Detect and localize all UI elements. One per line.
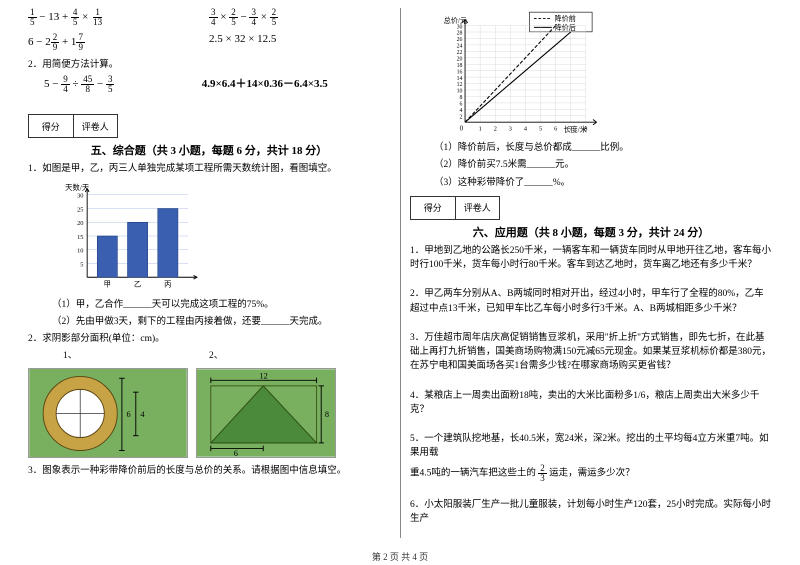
legend-before: 降价前: [555, 14, 576, 23]
svg-text:20: 20: [77, 220, 83, 227]
svg-text:5: 5: [80, 261, 83, 268]
svg-text:10: 10: [77, 247, 83, 254]
right-column: 降价前 降价后 总价/元 24681012141618202224262830 …: [400, 8, 782, 545]
svg-text:4: 4: [524, 125, 528, 132]
score-cell-score-r: 得分: [411, 197, 456, 219]
q6-5b-pre: 重4.5吨的一辆汽车把这些土的: [410, 468, 538, 478]
expr-row-3: 5 − 94 ÷ 458 − 35 4.9×6.4＋14×0.36－6.4×3.…: [28, 75, 390, 94]
svg-text:8: 8: [459, 95, 462, 101]
svg-text:15: 15: [77, 233, 83, 240]
shape-label-1: 1、: [28, 349, 209, 363]
svg-text:18: 18: [457, 63, 463, 69]
q5-1-sub2: （2）先由甲做3天，剩下的工程由丙接着做，还要______天完成。: [52, 315, 390, 329]
page-footer: 第 2 页 共 4 页: [0, 550, 800, 563]
q6-6: 6．小太阳服装厂生产一批儿童服装，计划每小时生产120套，25小时完成。实际每小…: [410, 498, 772, 527]
expr-3a: 5 − 94 ÷ 458 − 35: [44, 78, 114, 90]
expr-2b: 2.5 × 32 × 12.5: [209, 33, 276, 45]
q6-4: 4．某粮店上一周卖出面粉18吨，卖出的大米比面粉多1/6，粮店上周卖出大米多少千…: [410, 389, 772, 418]
left-column: 15 − 13 + 45 × 113 34 × 25 − 34 × 25 6 −…: [18, 8, 400, 545]
q5-1-sub1: （1）甲，乙合作______天可以完成这项工程的75%。: [52, 298, 390, 312]
svg-text:丙: 丙: [164, 279, 171, 288]
svg-text:24: 24: [457, 44, 463, 50]
expr-row-1: 15 − 13 + 45 × 113 34 × 25 − 34 × 25: [28, 8, 390, 27]
q6-5b-post: 运走，需运多少次？: [547, 468, 635, 478]
svg-text:6: 6: [234, 448, 238, 457]
line-chart: 降价前 降价后 总价/元 24681012141618202224262830 …: [440, 8, 610, 138]
svg-text:14: 14: [457, 76, 463, 82]
legend-after: 降价后: [555, 23, 576, 32]
q5-3-sub3: （3）这种彩带降价了______%。: [434, 176, 772, 190]
svg-text:甲: 甲: [104, 279, 111, 288]
svg-text:25: 25: [77, 206, 83, 213]
svg-text:6: 6: [554, 125, 557, 132]
simple-calc-label: 2．用简便方法计算。: [28, 58, 390, 72]
shape-label-2: 2、: [209, 349, 223, 363]
svg-text:20: 20: [457, 56, 463, 62]
expr-row-2: 6 − 229 + 179 2.5 × 32 × 12.5: [28, 33, 390, 52]
svg-text:乙: 乙: [134, 279, 141, 288]
svg-text:16: 16: [457, 69, 463, 75]
svg-text:3: 3: [509, 125, 512, 132]
svg-text:8: 8: [325, 410, 329, 419]
q5-2-stem: 2．求阴影部分面积(单位：cm)。: [28, 332, 390, 346]
svg-text:30: 30: [457, 24, 463, 30]
q5-1-stem: 1．如图是甲，乙，丙三人单独完成某项工程所需天数统计图，看图填空。: [28, 162, 390, 176]
shape-images-row: 6 4 12 8 6: [28, 368, 390, 458]
ring-shape: 6 4: [28, 368, 188, 458]
score-cell-grader: 评卷人: [74, 115, 118, 137]
score-cell-score: 得分: [29, 115, 74, 137]
line-y-label: 总价/元: [444, 16, 467, 25]
q6-5b: 重4.5吨的一辆汽车把这些土的 23 运走，需运多少次？: [410, 464, 772, 483]
q6-3: 3．万佳超市周年店庆高促销销售豆浆机，采用"折上折"方式销售，即先七折，在此基础…: [410, 331, 772, 374]
q6-5a: 5．一个建筑队挖地基，长40.5米，宽24米，深2米。挖出的土平均每4立方米重7…: [410, 432, 772, 461]
expr-1a: 15 − 13 + 45 × 113: [28, 11, 104, 23]
svg-text:2: 2: [459, 114, 462, 120]
q5-3-sub1: （1）降价前后，长度与总价都成______比例。: [434, 141, 772, 155]
score-box-left: 得分 评卷人: [28, 114, 118, 138]
svg-text:12: 12: [457, 82, 463, 88]
svg-text:30: 30: [77, 192, 83, 199]
svg-text:12: 12: [260, 371, 268, 380]
svg-text:5: 5: [539, 125, 542, 132]
expr-2a: 6 − 229 + 179: [28, 36, 85, 48]
svg-text:2: 2: [494, 125, 497, 132]
triangle-shape: 12 8 6: [196, 368, 336, 458]
svg-text:0: 0: [460, 124, 464, 132]
svg-text:10: 10: [457, 89, 463, 95]
line-chart-container: 降价前 降价后 总价/元 24681012141618202224262830 …: [440, 8, 772, 141]
bar-chart-container: 天数/天 51015202530 甲乙丙: [58, 181, 390, 294]
expr-3b: 4.9×6.4＋14×0.36－6.4×3.5: [202, 78, 328, 90]
bar-chart: 天数/天 51015202530 甲乙丙: [58, 181, 208, 291]
q5-3-stem: 3．图象表示一种彩带降价前后的长度与总价的关系。请根据图中信息填空。: [28, 464, 390, 478]
svg-text:6: 6: [459, 102, 462, 108]
svg-text:26: 26: [457, 37, 463, 43]
q6-1: 1．甲地到乙地的公路长250千米，一辆客车和一辆货车同时从甲地开往乙地，客车每小…: [410, 244, 772, 273]
svg-text:1: 1: [479, 125, 482, 132]
line-x-label: 长度/米: [563, 125, 586, 134]
q5-2-labels: 1、 2、: [28, 349, 390, 363]
svg-text:6: 6: [127, 410, 131, 419]
section-6-title: 六、应用题（共 8 小题，每题 3 分，共计 24 分）: [410, 224, 772, 240]
svg-text:28: 28: [457, 31, 463, 37]
expr-1b: 34 × 25 − 34 × 25: [209, 11, 278, 23]
svg-text:4: 4: [459, 108, 462, 114]
svg-text:22: 22: [457, 50, 463, 56]
q5-3-sub2: （2）降价前买7.5米需______元。: [434, 158, 772, 172]
section-5-title: 五、综合题（共 3 小题，每题 6 分，共计 18 分）: [28, 142, 390, 158]
q6-2: 2．甲乙两车分别从A、B两城同时相对开出，经过4小时，甲车行了全程的80%，乙车…: [410, 287, 772, 316]
score-box-right: 得分 评卷人: [410, 196, 500, 220]
score-cell-grader-r: 评卷人: [456, 197, 500, 219]
